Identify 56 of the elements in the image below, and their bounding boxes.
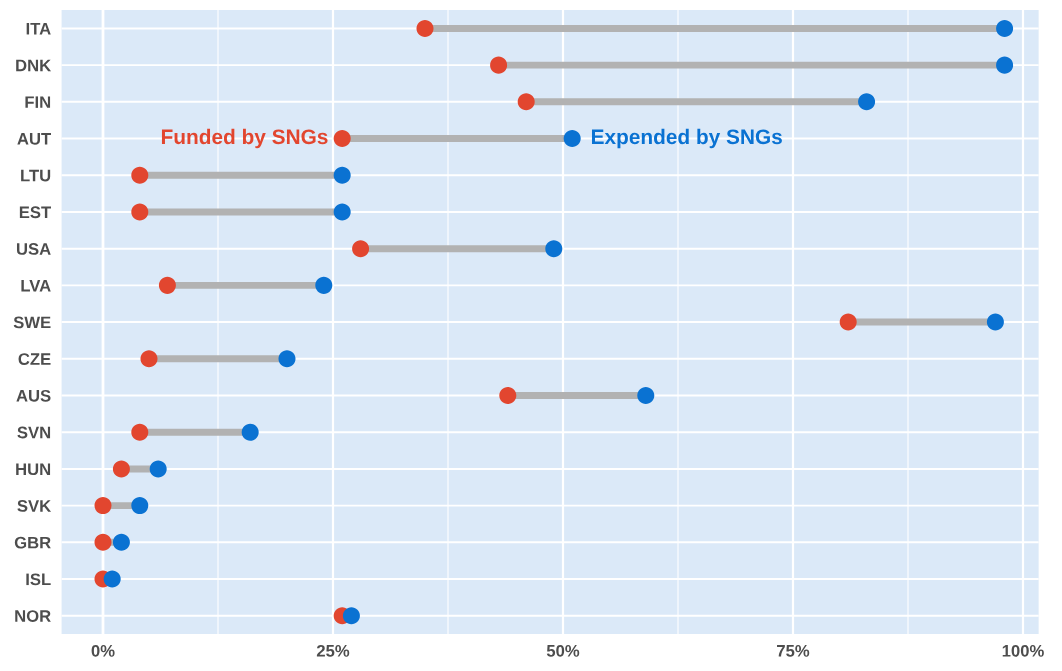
point bbox=[352, 240, 370, 258]
point bbox=[103, 570, 121, 588]
point bbox=[517, 93, 535, 111]
x-tick-label: 75% bbox=[777, 644, 810, 657]
y-tick-label: GBR bbox=[14, 536, 51, 549]
point bbox=[490, 56, 508, 74]
point bbox=[131, 203, 149, 221]
x-tick-label: 0% bbox=[91, 644, 115, 657]
point bbox=[112, 533, 130, 551]
point bbox=[333, 203, 351, 221]
point bbox=[499, 386, 517, 404]
point bbox=[333, 130, 351, 148]
x-tick-label: 25% bbox=[316, 644, 350, 657]
point bbox=[839, 313, 857, 331]
point bbox=[278, 350, 296, 368]
series-label: Expended by SNGs bbox=[591, 128, 782, 149]
y-tick-label: ITA bbox=[26, 22, 51, 35]
y-tick-label: HUN bbox=[16, 463, 51, 476]
point bbox=[333, 166, 351, 184]
y-tick-label: SVN bbox=[17, 426, 51, 439]
point bbox=[996, 19, 1014, 37]
y-tick-label: EST bbox=[19, 206, 51, 219]
y-tick-label: DNK bbox=[16, 59, 52, 72]
point bbox=[563, 130, 581, 148]
point bbox=[140, 350, 158, 368]
y-tick-label: AUS bbox=[16, 389, 51, 402]
y-tick-label: NOR bbox=[15, 610, 51, 622]
point bbox=[94, 497, 112, 515]
point bbox=[131, 423, 149, 441]
y-tick-label: LTU bbox=[21, 169, 51, 182]
point bbox=[315, 276, 333, 294]
point bbox=[416, 19, 434, 37]
series-label: Funded by SNGs bbox=[161, 128, 328, 149]
point bbox=[112, 460, 130, 478]
point bbox=[637, 386, 655, 404]
point bbox=[996, 56, 1014, 74]
y-tick-label: AUT bbox=[17, 133, 51, 145]
y-tick-label: SVK bbox=[17, 500, 52, 512]
x-tick-label: 50% bbox=[546, 644, 580, 657]
y-tick-label: LVA bbox=[21, 279, 51, 292]
y-tick-label: FIN bbox=[25, 96, 51, 108]
y-tick-label: ISL bbox=[26, 573, 51, 586]
point bbox=[158, 276, 176, 294]
point bbox=[131, 166, 149, 184]
point bbox=[241, 423, 259, 441]
point bbox=[858, 93, 876, 111]
y-tick-label: USA bbox=[16, 243, 51, 255]
point bbox=[342, 607, 360, 625]
point bbox=[94, 533, 112, 551]
y-tick-label: SWE bbox=[13, 316, 51, 329]
x-tick-label: 100% bbox=[1002, 644, 1044, 657]
point bbox=[149, 460, 167, 478]
point bbox=[131, 497, 149, 515]
point bbox=[986, 313, 1004, 331]
y-tick-label: CZE bbox=[18, 353, 51, 365]
point bbox=[545, 240, 563, 258]
